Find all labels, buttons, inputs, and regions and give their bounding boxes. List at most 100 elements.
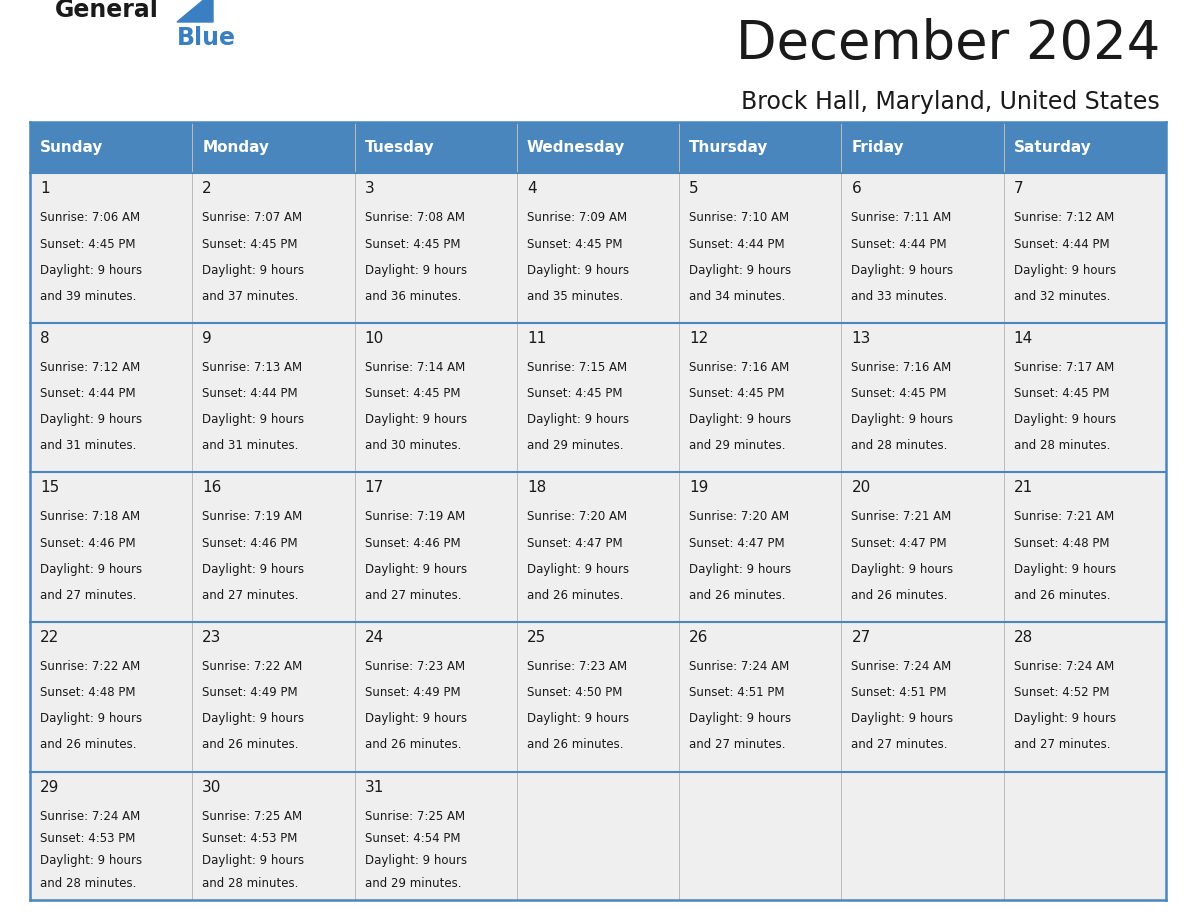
Bar bbox=[30, 771, 192, 900]
Text: 3: 3 bbox=[365, 182, 374, 196]
Bar bbox=[354, 174, 517, 323]
Bar bbox=[517, 323, 680, 473]
Text: and 36 minutes.: and 36 minutes. bbox=[365, 290, 461, 303]
Text: 22: 22 bbox=[40, 630, 59, 645]
Text: 30: 30 bbox=[202, 779, 222, 794]
Text: and 26 minutes.: and 26 minutes. bbox=[40, 738, 137, 752]
Text: 8: 8 bbox=[40, 330, 50, 346]
Text: Saturday: Saturday bbox=[1013, 140, 1092, 155]
Text: Daylight: 9 hours: Daylight: 9 hours bbox=[1013, 712, 1116, 725]
Text: 9: 9 bbox=[202, 330, 211, 346]
Text: Sunset: 4:44 PM: Sunset: 4:44 PM bbox=[202, 387, 298, 400]
Text: Sunrise: 7:24 AM: Sunrise: 7:24 AM bbox=[852, 660, 952, 673]
Text: Daylight: 9 hours: Daylight: 9 hours bbox=[202, 563, 304, 576]
Text: Sunset: 4:48 PM: Sunset: 4:48 PM bbox=[1013, 537, 1110, 550]
Text: Daylight: 9 hours: Daylight: 9 hours bbox=[526, 413, 628, 426]
Text: and 28 minutes.: and 28 minutes. bbox=[852, 440, 948, 453]
Text: Daylight: 9 hours: Daylight: 9 hours bbox=[1013, 563, 1116, 576]
Text: Sunrise: 7:24 AM: Sunrise: 7:24 AM bbox=[1013, 660, 1114, 673]
Bar bbox=[354, 622, 517, 771]
Text: Daylight: 9 hours: Daylight: 9 hours bbox=[202, 263, 304, 276]
Text: and 26 minutes.: and 26 minutes. bbox=[526, 738, 624, 752]
Text: Sunset: 4:46 PM: Sunset: 4:46 PM bbox=[202, 537, 298, 550]
Text: 23: 23 bbox=[202, 630, 222, 645]
Bar bbox=[1004, 771, 1165, 900]
Text: Sunrise: 7:22 AM: Sunrise: 7:22 AM bbox=[40, 660, 140, 673]
Text: 20: 20 bbox=[852, 480, 871, 496]
Text: Daylight: 9 hours: Daylight: 9 hours bbox=[689, 263, 791, 276]
Text: and 35 minutes.: and 35 minutes. bbox=[526, 290, 624, 303]
Bar bbox=[354, 323, 517, 473]
Text: Sunset: 4:53 PM: Sunset: 4:53 PM bbox=[40, 832, 135, 845]
Text: Sunset: 4:44 PM: Sunset: 4:44 PM bbox=[1013, 238, 1110, 251]
Text: Daylight: 9 hours: Daylight: 9 hours bbox=[365, 413, 467, 426]
Text: Sunset: 4:52 PM: Sunset: 4:52 PM bbox=[1013, 686, 1110, 700]
Text: 17: 17 bbox=[365, 480, 384, 496]
Text: Sunrise: 7:10 AM: Sunrise: 7:10 AM bbox=[689, 211, 789, 224]
Text: Sunset: 4:51 PM: Sunset: 4:51 PM bbox=[852, 686, 947, 700]
Text: Sunset: 4:46 PM: Sunset: 4:46 PM bbox=[40, 537, 135, 550]
Text: 31: 31 bbox=[365, 779, 384, 794]
Text: Sunrise: 7:25 AM: Sunrise: 7:25 AM bbox=[365, 810, 465, 823]
Text: Sunrise: 7:23 AM: Sunrise: 7:23 AM bbox=[365, 660, 465, 673]
Text: 28: 28 bbox=[1013, 630, 1032, 645]
Text: Sunrise: 7:12 AM: Sunrise: 7:12 AM bbox=[40, 361, 140, 374]
Text: and 30 minutes.: and 30 minutes. bbox=[365, 440, 461, 453]
Text: General: General bbox=[55, 0, 159, 22]
Text: and 37 minutes.: and 37 minutes. bbox=[202, 290, 298, 303]
Text: Daylight: 9 hours: Daylight: 9 hours bbox=[365, 563, 467, 576]
Text: Daylight: 9 hours: Daylight: 9 hours bbox=[852, 413, 954, 426]
Bar bbox=[192, 174, 354, 323]
Text: Sunrise: 7:22 AM: Sunrise: 7:22 AM bbox=[202, 660, 303, 673]
Text: and 31 minutes.: and 31 minutes. bbox=[202, 440, 298, 453]
Text: and 39 minutes.: and 39 minutes. bbox=[40, 290, 137, 303]
Text: 25: 25 bbox=[526, 630, 546, 645]
Text: Daylight: 9 hours: Daylight: 9 hours bbox=[365, 263, 467, 276]
Text: Sunrise: 7:11 AM: Sunrise: 7:11 AM bbox=[852, 211, 952, 224]
Text: and 26 minutes.: and 26 minutes. bbox=[852, 589, 948, 602]
Text: Sunset: 4:45 PM: Sunset: 4:45 PM bbox=[365, 238, 460, 251]
Text: Sunrise: 7:06 AM: Sunrise: 7:06 AM bbox=[40, 211, 140, 224]
Bar bbox=[841, 771, 1004, 900]
Text: 27: 27 bbox=[852, 630, 871, 645]
Text: and 27 minutes.: and 27 minutes. bbox=[1013, 738, 1111, 752]
Text: Sunrise: 7:25 AM: Sunrise: 7:25 AM bbox=[202, 810, 303, 823]
Bar bbox=[1004, 473, 1165, 622]
Bar bbox=[30, 622, 192, 771]
Text: and 26 minutes.: and 26 minutes. bbox=[202, 738, 299, 752]
Text: and 33 minutes.: and 33 minutes. bbox=[852, 290, 948, 303]
Text: Daylight: 9 hours: Daylight: 9 hours bbox=[1013, 263, 1116, 276]
Text: Sunday: Sunday bbox=[40, 140, 103, 155]
Bar bbox=[192, 473, 354, 622]
Text: Daylight: 9 hours: Daylight: 9 hours bbox=[689, 413, 791, 426]
Text: Tuesday: Tuesday bbox=[365, 140, 435, 155]
Text: and 26 minutes.: and 26 minutes. bbox=[526, 589, 624, 602]
Text: Sunrise: 7:24 AM: Sunrise: 7:24 AM bbox=[689, 660, 789, 673]
Text: Sunrise: 7:20 AM: Sunrise: 7:20 AM bbox=[526, 510, 627, 523]
Text: and 27 minutes.: and 27 minutes. bbox=[40, 589, 137, 602]
Bar bbox=[517, 622, 680, 771]
Text: Daylight: 9 hours: Daylight: 9 hours bbox=[365, 712, 467, 725]
Text: Daylight: 9 hours: Daylight: 9 hours bbox=[40, 413, 143, 426]
Polygon shape bbox=[177, 0, 213, 22]
Bar bbox=[517, 122, 680, 174]
Text: Sunrise: 7:18 AM: Sunrise: 7:18 AM bbox=[40, 510, 140, 523]
Text: Daylight: 9 hours: Daylight: 9 hours bbox=[526, 263, 628, 276]
Text: 21: 21 bbox=[1013, 480, 1032, 496]
Text: 16: 16 bbox=[202, 480, 222, 496]
Text: Sunrise: 7:16 AM: Sunrise: 7:16 AM bbox=[689, 361, 789, 374]
Text: Daylight: 9 hours: Daylight: 9 hours bbox=[202, 413, 304, 426]
Bar bbox=[841, 323, 1004, 473]
Text: Sunrise: 7:16 AM: Sunrise: 7:16 AM bbox=[852, 361, 952, 374]
Text: Daylight: 9 hours: Daylight: 9 hours bbox=[202, 712, 304, 725]
Bar bbox=[680, 622, 841, 771]
Text: Daylight: 9 hours: Daylight: 9 hours bbox=[40, 263, 143, 276]
Text: Sunset: 4:45 PM: Sunset: 4:45 PM bbox=[852, 387, 947, 400]
Text: and 27 minutes.: and 27 minutes. bbox=[202, 589, 299, 602]
Text: Daylight: 9 hours: Daylight: 9 hours bbox=[689, 563, 791, 576]
Text: 5: 5 bbox=[689, 182, 699, 196]
Text: Daylight: 9 hours: Daylight: 9 hours bbox=[40, 712, 143, 725]
Text: and 27 minutes.: and 27 minutes. bbox=[689, 738, 785, 752]
Text: Sunrise: 7:14 AM: Sunrise: 7:14 AM bbox=[365, 361, 465, 374]
Text: Daylight: 9 hours: Daylight: 9 hours bbox=[365, 855, 467, 868]
